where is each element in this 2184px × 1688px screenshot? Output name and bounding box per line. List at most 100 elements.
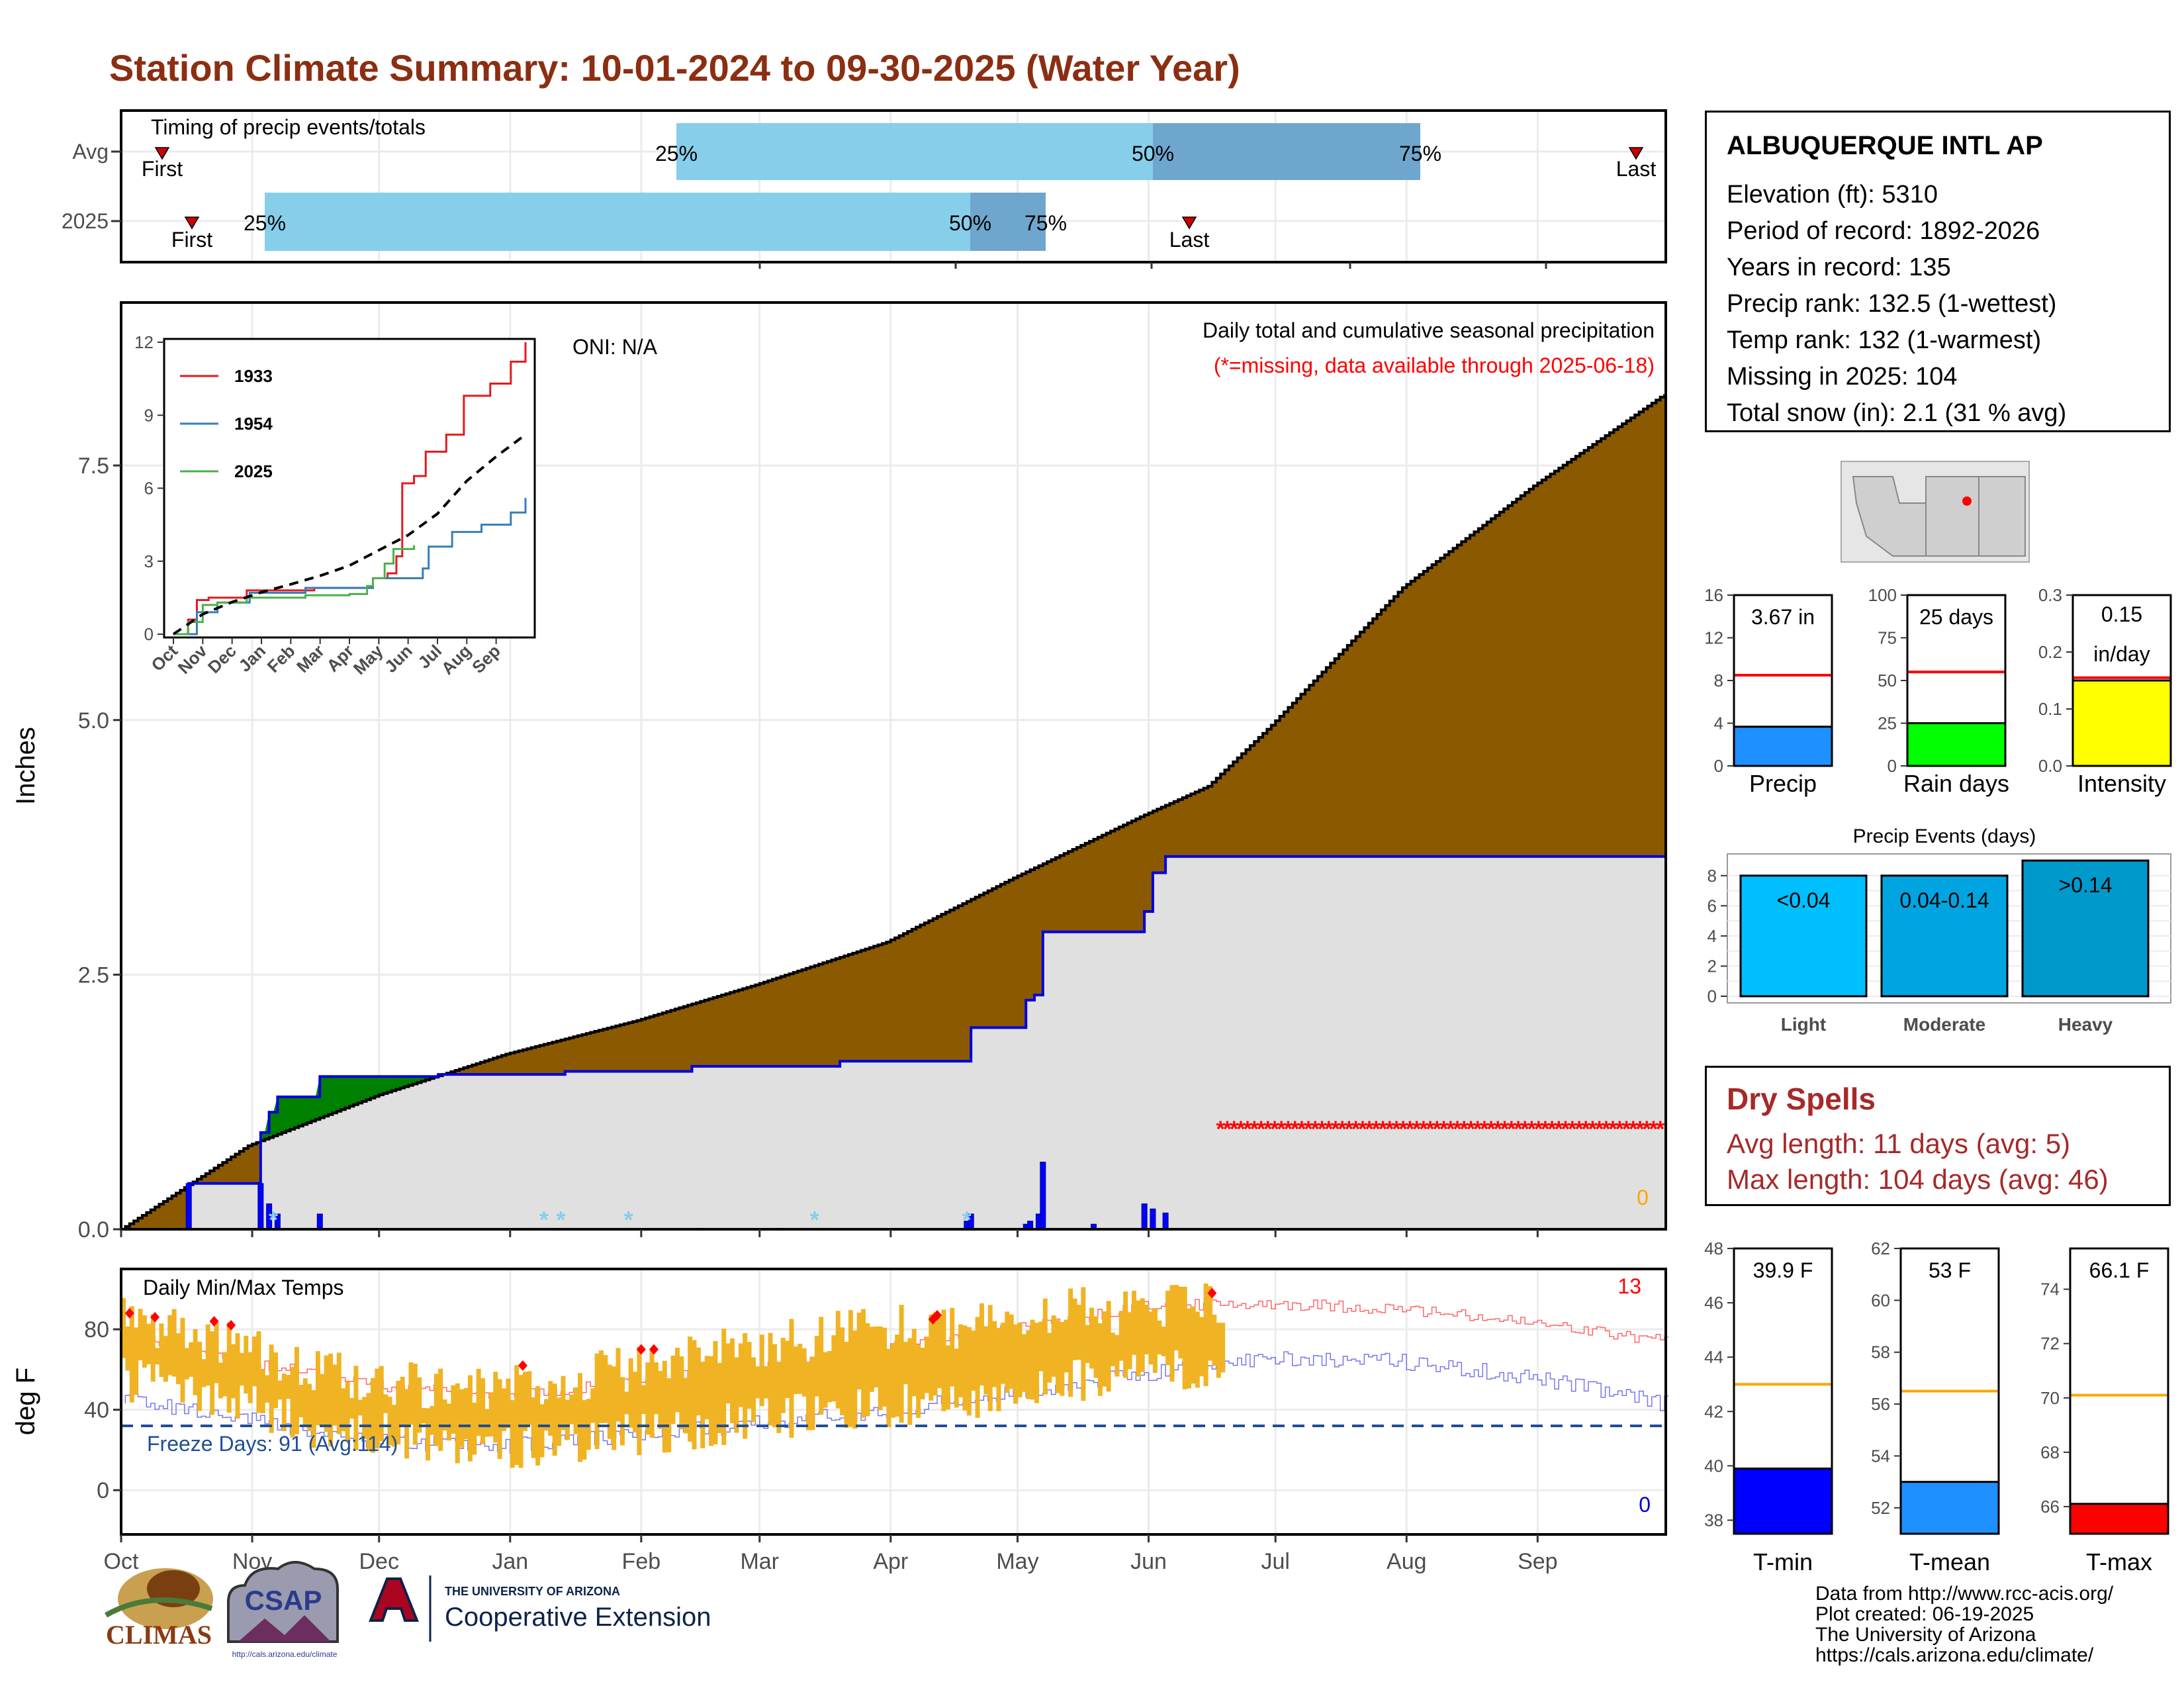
inset-legend-label: 1954 <box>234 414 273 434</box>
daily-temp-bar <box>1000 1323 1005 1384</box>
dry-spells-title: Dry Spells <box>1727 1082 1876 1116</box>
daily-temp-bar <box>755 1366 760 1399</box>
daily-temp-bar <box>1152 1308 1158 1374</box>
y-tick-label: 50 <box>1878 671 1897 690</box>
daily-temp-bar <box>265 1375 270 1403</box>
missing-marker: * <box>1527 1117 1537 1142</box>
daily-temp-bar <box>1127 1312 1132 1370</box>
summary-value: 39.9 F <box>1753 1258 1813 1282</box>
daily-temp-bar <box>992 1321 997 1387</box>
y-tick-label: 62 <box>1871 1239 1890 1258</box>
daily-temp-bar <box>260 1369 265 1414</box>
missing-marker: * <box>1351 1117 1361 1142</box>
missing-marker: * <box>1494 1117 1503 1142</box>
daily-temp-bar <box>205 1324 210 1386</box>
daily-temp-bar <box>459 1389 465 1448</box>
daily-precip-bar <box>316 1213 323 1230</box>
daily-temp-bar <box>214 1323 219 1383</box>
inset-y-tick-label: 12 <box>134 332 154 352</box>
missing-marker: * <box>1480 1117 1489 1142</box>
daily-temp-bar <box>1005 1311 1010 1393</box>
daily-temp-bar <box>1060 1322 1065 1396</box>
missing-marker: * <box>1514 1117 1523 1142</box>
month-label: Mar <box>740 1549 779 1574</box>
daily-temp-bar <box>945 1345 950 1410</box>
daily-temp-bar <box>142 1315 147 1368</box>
summary-bar <box>1906 722 2007 767</box>
daily-temp-bar <box>235 1333 240 1419</box>
missing-marker: * <box>1500 1117 1510 1142</box>
daily-temp-bar <box>370 1378 375 1453</box>
missing-marker: * <box>1473 1117 1482 1142</box>
missing-marker: * <box>1453 1117 1462 1142</box>
daily-temp-bar <box>1017 1322 1023 1397</box>
daily-precip-bar <box>185 1183 192 1230</box>
timing-bar-avg-early <box>676 123 1153 180</box>
daily-temp-bar <box>497 1379 502 1460</box>
y-tick-label: 44 <box>1704 1347 1723 1367</box>
event-category: Moderate <box>1903 1014 1985 1035</box>
temp-panel: 0 40 80 deg F Daily Min/Max Temps Freeze Days… <box>11 1268 1669 1536</box>
daily-temp-bar <box>688 1336 693 1442</box>
snow-count: 0 <box>1637 1186 1649 1209</box>
y-tick-label: 0 <box>1714 756 1723 776</box>
timing-bar-2025-early <box>265 193 970 251</box>
station-elevation: Elevation (ft): 5310 <box>1727 181 1938 209</box>
daily-temp-bar <box>1047 1333 1052 1383</box>
daily-temp-bar <box>983 1326 989 1395</box>
event-category: Heavy <box>2058 1014 2113 1035</box>
timing-bar-avg-late <box>1153 123 1420 180</box>
summary-label: T-max <box>2086 1548 2152 1575</box>
daily-temp-bar <box>865 1323 870 1417</box>
inset-y-tick-label: 3 <box>144 551 154 571</box>
ua-a-logo <box>369 1577 419 1622</box>
daily-temp-bar <box>307 1383 312 1431</box>
summary-frame <box>2069 1247 2169 1535</box>
daily-temp-bar <box>586 1399 591 1450</box>
daily-temp-bar <box>1021 1334 1026 1392</box>
y-tick-label: 52 <box>1871 1498 1890 1518</box>
daily-temp-bar <box>1148 1311 1154 1365</box>
daily-temp-bar <box>911 1329 917 1397</box>
daily-temp-bar <box>269 1344 274 1433</box>
missing-marker: * <box>1311 1117 1320 1142</box>
summary-frame <box>1733 1247 1833 1535</box>
daily-temp-bar <box>1169 1285 1175 1382</box>
daily-temp-bar <box>1068 1288 1073 1397</box>
daily-temp-bar <box>408 1362 414 1425</box>
summary-value: 25 days <box>1919 605 1993 629</box>
daily-temp-bar <box>941 1309 946 1411</box>
daily-temp-bar <box>298 1384 304 1417</box>
daily-temp-bar <box>713 1340 718 1444</box>
daily-temp-bar <box>125 1326 130 1371</box>
daily-temp-bar <box>683 1378 688 1434</box>
daily-temp-bar <box>861 1309 866 1418</box>
y-tick-label: 0.0 <box>2038 756 2062 776</box>
events-title: Precip Events (days) <box>1853 825 2036 847</box>
daily-temp-bar <box>535 1385 541 1466</box>
daily-temp-bar <box>852 1331 858 1429</box>
daily-temp-bar <box>290 1367 295 1438</box>
daily-temp-bar <box>1111 1333 1116 1366</box>
daily-temp-bar <box>848 1310 853 1427</box>
snow-marker: * <box>810 1206 819 1233</box>
daily-temp-bar <box>654 1362 659 1415</box>
daily-temp-bar <box>709 1356 714 1446</box>
y-tick-label: 25 <box>1878 714 1897 733</box>
daily-temp-bar <box>1207 1286 1212 1361</box>
y-tick-label: 74 <box>2040 1280 2060 1299</box>
missing-marker: * <box>1608 1117 1617 1142</box>
daily-temp-bar <box>971 1331 976 1391</box>
y-tick-label: 66 <box>2040 1497 2060 1517</box>
inset-legend-label: 2025 <box>234 461 273 481</box>
y-tick-label: 80 <box>84 1317 109 1342</box>
daily-precip-bar <box>1141 1203 1148 1230</box>
daily-temp-bar <box>1055 1320 1060 1393</box>
daily-temp-bar <box>138 1309 143 1360</box>
daily-temp-bar <box>1102 1311 1107 1387</box>
daily-temp-bar <box>649 1348 655 1438</box>
daily-temp-bar <box>476 1368 481 1436</box>
station-temp-rank: Temp rank: 132 (1-warmest) <box>1727 326 2042 354</box>
missing-marker: * <box>1399 1117 1408 1142</box>
snow-marker: * <box>539 1206 549 1233</box>
